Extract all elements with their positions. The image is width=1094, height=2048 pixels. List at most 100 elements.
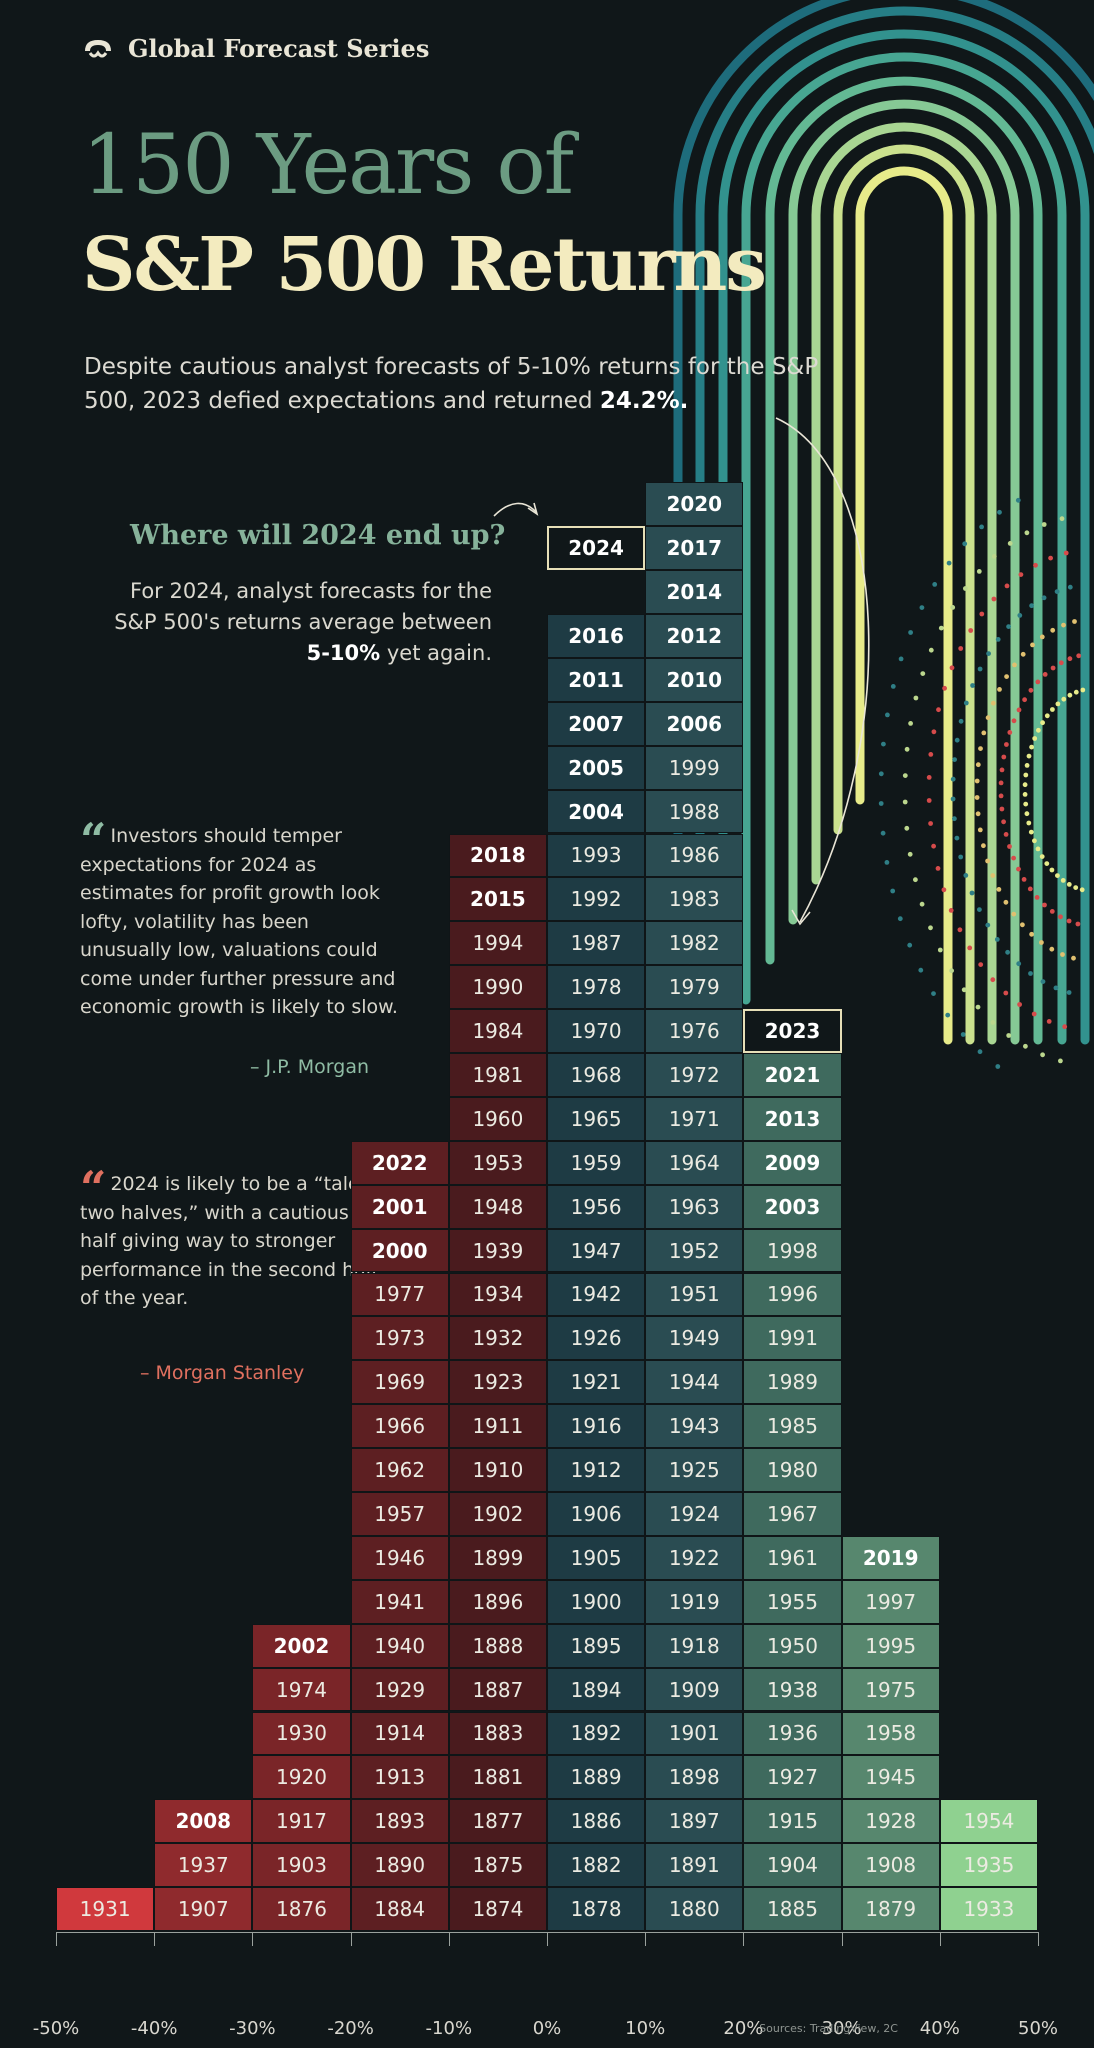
year-cell-2011: 2011: [547, 657, 646, 702]
year-cell-1956: 1956: [547, 1184, 646, 1229]
year-cell-1945: 1945: [841, 1755, 940, 1800]
year-cell-2021: 2021: [743, 1053, 842, 1097]
year-cell-1993: 1993: [547, 833, 646, 878]
x-tick-label: -50%: [32, 2018, 80, 2039]
x-tick-label: 10%: [625, 2018, 666, 2039]
year-cell-1928: 1928: [841, 1799, 940, 1844]
year-cell-2013: 2013: [743, 1096, 842, 1141]
year-cell-1910: 1910: [448, 1448, 547, 1492]
year-cell-1955: 1955: [743, 1579, 842, 1624]
year-cell-2000: 2000: [350, 1228, 449, 1273]
year-cell-1904: 1904: [743, 1843, 842, 1888]
x-tick-label: 20%: [723, 2018, 764, 2039]
subtitle-highlight: 24.2%.: [599, 388, 689, 414]
year-cell-1932: 1932: [448, 1316, 547, 1361]
year-cell-2015: 2015: [448, 877, 547, 922]
year-cell-1889: 1889: [547, 1755, 646, 1800]
year-cell-1915: 1915: [743, 1799, 842, 1844]
year-cell-1930: 1930: [252, 1711, 351, 1756]
year-cell-1888: 1888: [448, 1623, 547, 1668]
quote-mark-icon: “: [80, 1161, 107, 1215]
year-cell-1920: 1920: [252, 1755, 351, 1800]
year-cell-1947: 1947: [547, 1228, 646, 1273]
source-note: Sources: TradingView, 2C: [759, 2022, 898, 2035]
year-cell-1908: 1908: [841, 1843, 940, 1888]
x-tick-label: -40%: [130, 2018, 178, 2039]
year-cell-1914: 1914: [350, 1711, 449, 1756]
year-cell-1896: 1896: [448, 1579, 547, 1624]
year-cell-2014: 2014: [645, 570, 744, 614]
year-cell-1982: 1982: [645, 921, 744, 966]
year-cell-1907: 1907: [154, 1887, 253, 1931]
x-tick: [547, 1932, 548, 1946]
year-cell-1989: 1989: [743, 1360, 842, 1405]
year-cell-2002: 2002: [252, 1623, 351, 1668]
quote-source: – J.P. Morgan: [250, 1056, 370, 1078]
year-cell-1918: 1918: [645, 1623, 744, 1668]
year-cell-1977: 1977: [350, 1272, 449, 1317]
year-cell-1934: 1934: [448, 1272, 547, 1317]
year-cell-1996: 1996: [743, 1272, 842, 1317]
year-cell-1891: 1891: [645, 1843, 744, 1888]
year-cell-1976: 1976: [645, 1009, 744, 1053]
x-tick: [743, 1932, 745, 1946]
year-cell-2017: 2017: [645, 526, 744, 571]
year-cell-1879: 1879: [841, 1887, 940, 1931]
year-cell-1969: 1969: [350, 1360, 449, 1405]
year-cell-1892: 1892: [547, 1711, 646, 1756]
year-cell-2005: 2005: [547, 745, 646, 790]
year-cell-1911: 1911: [448, 1404, 547, 1449]
year-cell-1952: 1952: [645, 1228, 744, 1273]
year-cell-1899: 1899: [448, 1535, 547, 1580]
year-cell-1926: 1926: [547, 1316, 646, 1361]
x-tick-label: -30%: [229, 2018, 276, 2039]
year-cell-2024: 2024: [547, 526, 646, 571]
x-tick-label: 50%: [1017, 2018, 1059, 2039]
year-cell-1995: 1995: [841, 1623, 940, 1668]
year-cell-1898: 1898: [645, 1755, 744, 1800]
year-cell-1922: 1922: [645, 1535, 744, 1580]
year-cell-2001: 2001: [350, 1184, 449, 1229]
x-tick-label: -20%: [327, 2018, 374, 2039]
year-cell-1933: 1933: [939, 1887, 1038, 1931]
x-tick: [1038, 1932, 1039, 1946]
year-cell-1940: 1940: [350, 1623, 449, 1668]
year-cell-1877: 1877: [448, 1799, 547, 1844]
year-cell-1937: 1937: [154, 1843, 253, 1888]
year-cell-1949: 1949: [645, 1316, 744, 1361]
year-cell-1912: 1912: [547, 1448, 646, 1492]
x-tick: [645, 1932, 647, 1946]
forecast-body-text: For 2024, analyst forecasts for the S&P …: [114, 579, 492, 634]
year-cell-1903: 1903: [252, 1843, 351, 1888]
x-tick-label: 0%: [532, 2018, 562, 2039]
year-cell-1936: 1936: [743, 1711, 842, 1756]
year-cell-1916: 1916: [547, 1404, 646, 1449]
year-cell-1902: 1902: [448, 1492, 547, 1536]
year-cell-1959: 1959: [547, 1140, 646, 1185]
forecast-body-end: yet again.: [380, 641, 492, 665]
year-cell-1981: 1981: [448, 1053, 547, 1097]
year-cell-1906: 1906: [547, 1492, 646, 1536]
year-cell-2009: 2009: [743, 1140, 842, 1185]
year-cell-1964: 1964: [645, 1140, 744, 1185]
quote-text: 2024 is likely to be a “tale of two halv…: [80, 1173, 392, 1309]
year-cell-1980: 1980: [743, 1448, 842, 1492]
year-cell-1968: 1968: [547, 1053, 646, 1097]
x-tick-label: 40%: [919, 2018, 960, 2039]
year-cell-1967: 1967: [743, 1492, 842, 1536]
year-cell-1987: 1987: [547, 921, 646, 966]
title-line-1: 150 Years of: [82, 118, 574, 213]
x-tick: [56, 1932, 57, 1946]
year-cell-1901: 1901: [645, 1711, 744, 1756]
year-cell-1994: 1994: [448, 921, 547, 966]
year-cell-1931: 1931: [56, 1887, 155, 1931]
year-cell-1882: 1882: [547, 1843, 646, 1888]
year-cell-1973: 1973: [350, 1316, 449, 1361]
year-cell-2003: 2003: [743, 1184, 842, 1229]
year-cell-1880: 1880: [645, 1887, 744, 1931]
year-cell-1935: 1935: [939, 1843, 1038, 1888]
year-cell-1990: 1990: [448, 965, 547, 1010]
x-tick: [939, 1932, 941, 1946]
year-cell-1939: 1939: [448, 1228, 547, 1273]
year-cell-1878: 1878: [547, 1887, 646, 1931]
